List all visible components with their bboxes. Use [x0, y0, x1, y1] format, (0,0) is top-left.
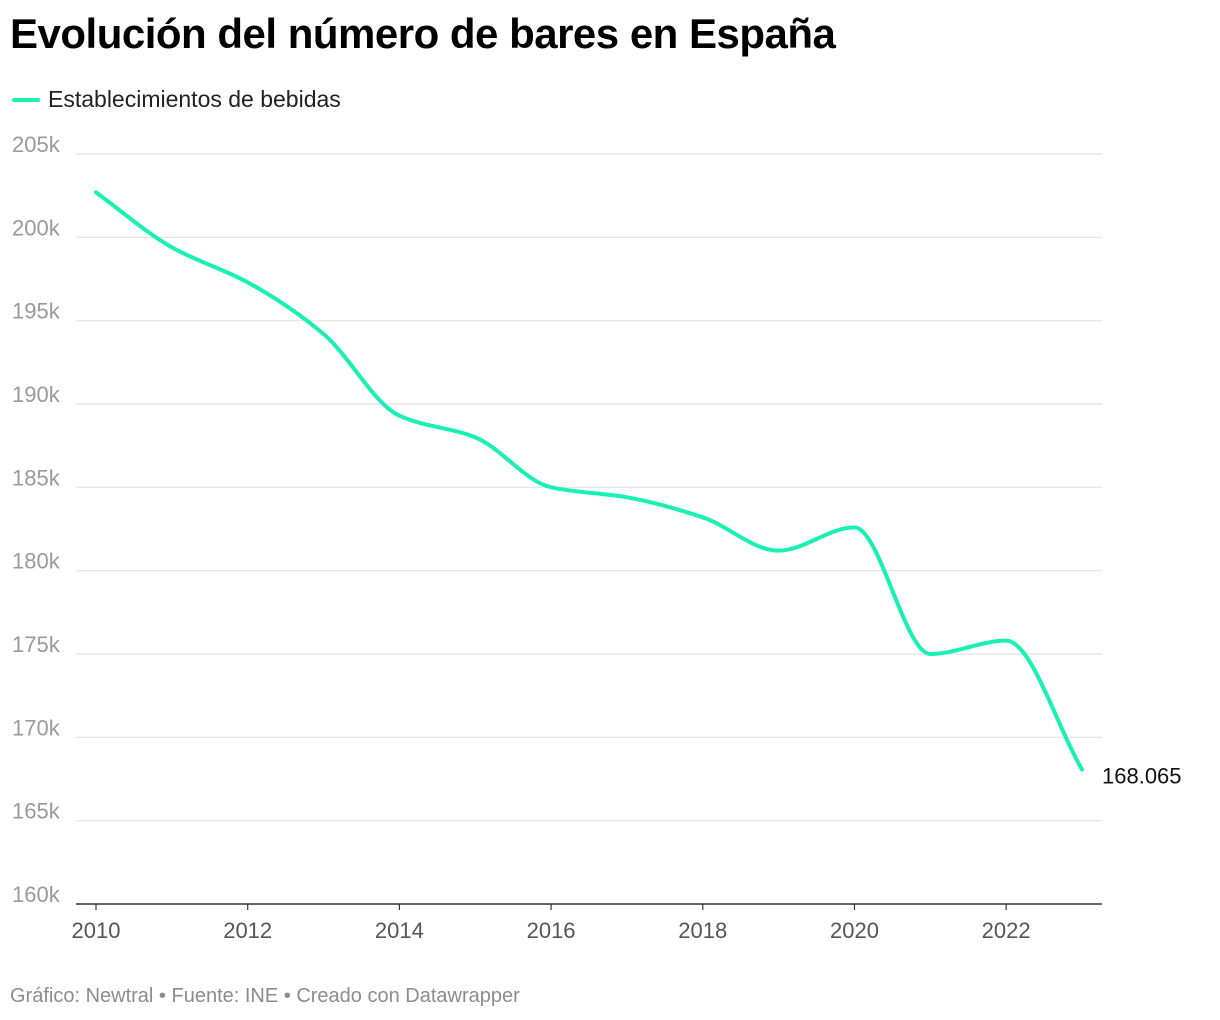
y-tick-label: 195k	[12, 299, 61, 324]
data-point	[170, 245, 174, 249]
y-tick-label: 175k	[12, 632, 61, 657]
x-tick-label: 2018	[678, 918, 727, 943]
legend-label: Establecimientos de bebidas	[48, 86, 341, 112]
chart-footer: Gráfico: Newtral • Fuente: INE • Creado …	[10, 985, 520, 1007]
x-tick-label: 2022	[982, 918, 1031, 943]
y-tick-label: 190k	[12, 382, 61, 407]
data-point	[549, 485, 553, 489]
data-point	[852, 525, 856, 529]
x-axis: 2010 2012 2014 2016 2018 2020 2022	[72, 904, 1031, 943]
data-point	[397, 414, 401, 418]
series-layer: 168.065	[94, 190, 1182, 789]
data-point	[701, 515, 705, 519]
data-point	[1080, 768, 1084, 772]
y-axis: 160k 165k 170k 175k 180k 185k 190k 195k 200k 205k	[12, 132, 61, 907]
x-tick-label: 2016	[527, 918, 576, 943]
series-line	[94, 190, 1084, 772]
y-tick-label: 180k	[12, 549, 61, 574]
chart-title: Evolución del número de bares en España	[10, 10, 836, 57]
y-tick-label: 160k	[12, 882, 61, 907]
data-point	[625, 495, 629, 499]
x-tick-label: 2010	[72, 918, 121, 943]
x-tick-label: 2012	[223, 918, 272, 943]
data-point	[246, 280, 250, 284]
x-tick-label: 2014	[375, 918, 424, 943]
y-tick-label: 170k	[12, 715, 61, 740]
data-point	[928, 652, 932, 656]
data-point	[322, 332, 326, 336]
end-value-label: 168.065	[1102, 764, 1182, 789]
data-point	[94, 190, 98, 194]
y-tick-label: 165k	[12, 799, 61, 824]
grid-lines	[76, 153, 1102, 905]
y-tick-label: 205k	[12, 132, 61, 157]
legend: Establecimientos de bebidas	[12, 86, 341, 113]
data-point	[1004, 639, 1008, 643]
legend-swatch	[12, 97, 40, 102]
data-point	[473, 435, 477, 439]
y-tick-label: 185k	[12, 465, 61, 490]
y-tick-label: 200k	[12, 215, 61, 240]
data-point	[777, 549, 781, 553]
x-tick-label: 2020	[830, 918, 879, 943]
